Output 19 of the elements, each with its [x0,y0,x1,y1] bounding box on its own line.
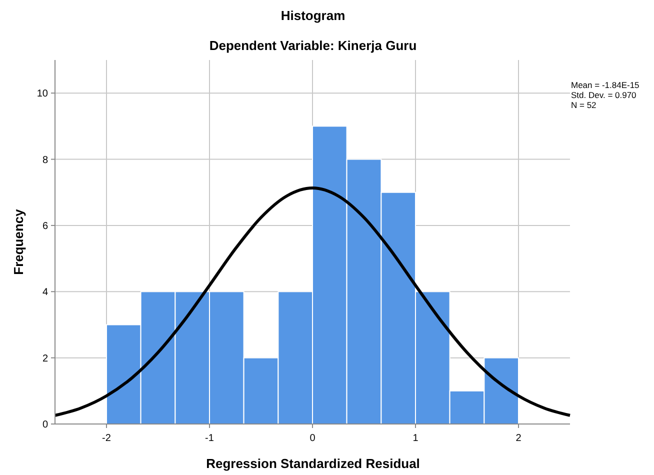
x-tick-label: 1 [412,433,419,444]
x-tick-label: 2 [516,433,522,444]
text: Std. Dev. = 0.970 [571,90,637,100]
text: N = 52 [571,100,597,110]
y-tick-label: 10 [36,88,48,100]
x-tick-label: -1 [205,433,214,444]
y-tick-label: 6 [42,220,48,232]
x-tick-label: 0 [310,433,316,444]
chart-title: Histogram [280,8,346,23]
y-tick-label: 4 [42,287,48,298]
x-tick-label: -2 [102,433,112,444]
y-tick-label: 8 [42,154,48,166]
y-tick-label: 0 [42,420,48,430]
text: Mean = -1.84E-15 [571,80,640,90]
y-tick-label: 2 [42,353,48,364]
line-series [54,186,572,417]
x-axis-title: Regression Standardized Residual [206,456,420,471]
y-axis-title: Frequency [11,208,26,275]
chart-subtitle: Dependent Variable: Kinerja Guru [209,38,417,53]
